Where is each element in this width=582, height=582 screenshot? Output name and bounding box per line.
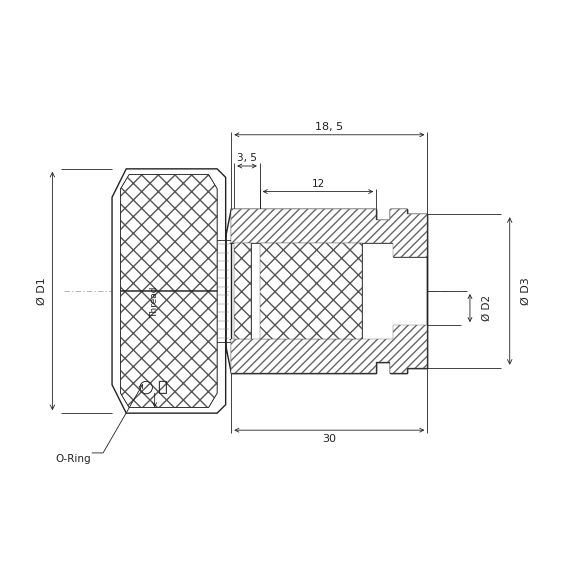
Polygon shape [234,243,251,339]
Text: 12: 12 [311,179,325,189]
Polygon shape [232,325,427,374]
Text: Ø D2: Ø D2 [481,295,491,321]
Polygon shape [159,381,166,393]
Text: 3, 5: 3, 5 [237,153,257,163]
Text: Thread: Thread [150,286,159,318]
Circle shape [140,381,152,394]
Text: O-Ring: O-Ring [55,453,91,464]
Text: 18, 5: 18, 5 [315,122,343,132]
Polygon shape [232,208,427,374]
Text: Ø D3: Ø D3 [521,277,531,305]
Text: Ø D1: Ø D1 [37,277,47,305]
Polygon shape [260,243,362,339]
Polygon shape [112,169,226,413]
Text: 30: 30 [322,434,336,443]
Polygon shape [232,208,427,257]
Polygon shape [120,291,217,407]
Polygon shape [120,175,217,291]
